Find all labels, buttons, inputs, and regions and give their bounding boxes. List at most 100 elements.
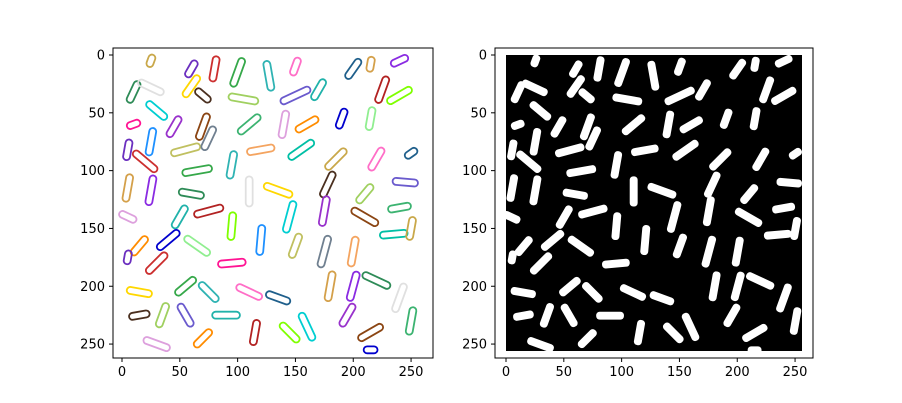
grain-mask-group [530, 54, 541, 68]
grain-mask-group [734, 207, 763, 227]
grain-mask [539, 302, 555, 328]
grain-contour [316, 234, 333, 269]
grain-mask [566, 165, 597, 178]
grain-mask [749, 107, 761, 131]
grain-mask-group [640, 225, 651, 256]
grain-mask-group [723, 303, 741, 328]
grain-contour [319, 170, 337, 199]
grain-contour-group [226, 211, 238, 241]
grain-mask [763, 229, 792, 240]
grain-contour [265, 290, 292, 306]
grain-contour [365, 55, 376, 73]
grain-contour [235, 283, 263, 301]
grain-mask-group [730, 271, 745, 302]
grain-contour [181, 74, 202, 99]
grain-mask [633, 319, 646, 346]
grain-contour [142, 336, 171, 352]
grain-mask [554, 143, 585, 158]
grain-contour-group [357, 322, 384, 343]
grain-mask-group [649, 291, 675, 306]
right-mask-area [506, 55, 802, 351]
grain-contour [246, 143, 276, 156]
grain-mask [772, 202, 796, 214]
grain-mask [672, 233, 688, 259]
grain-mask [729, 58, 747, 80]
grain-contour-group [155, 228, 181, 252]
grain-mask-group [719, 108, 733, 129]
grain-mask-group [514, 236, 533, 257]
grain-mask [510, 286, 536, 299]
grain-mask-group [647, 182, 677, 199]
grain-contour-group [122, 249, 133, 266]
grain-mask-group [673, 57, 686, 76]
grain-contour [118, 210, 138, 224]
grain-contour [361, 271, 392, 290]
grain-mask [740, 184, 759, 205]
left-y-tick-label: 50 [88, 106, 105, 121]
grain-mask [709, 148, 732, 171]
grain-mask [619, 284, 647, 301]
grain-contour-group [277, 109, 291, 139]
grain-contour [244, 175, 254, 208]
grain-contour [145, 53, 157, 68]
right-x-tick-label: 50 [556, 365, 573, 380]
grain-contour-group [248, 319, 261, 346]
grain-mask-group [662, 110, 675, 139]
grain-contour-group [244, 175, 254, 208]
grain-mask [540, 229, 565, 251]
grain-mask-group [506, 174, 519, 202]
grain-contour-group [131, 149, 159, 174]
grain-contour [194, 87, 212, 104]
left-axes: 0 50 100 150 200 250 0 50 100 150 200 250 [80, 47, 434, 380]
right-y-tick-label: 50 [470, 106, 487, 121]
grain-mask-group [507, 139, 518, 161]
grain-mask-group [621, 114, 646, 136]
grain-contour [144, 174, 158, 207]
grain-mask-group [631, 144, 659, 157]
grain-mask [577, 329, 597, 349]
grain-contour [125, 286, 153, 299]
right-y-tick-label: 250 [462, 338, 487, 353]
grain-contour [181, 164, 213, 178]
grain-contour [192, 328, 214, 349]
grain-contour [131, 149, 159, 174]
grain-contour [262, 60, 276, 92]
grain-contour [355, 183, 375, 205]
left-axes-frame [112, 47, 434, 359]
grain-mask [742, 323, 768, 343]
grain-mask-group [672, 233, 688, 259]
grain-mask-group [560, 303, 578, 328]
grain-mask-group [513, 310, 534, 321]
right-x-ticks: 0 50 100 150 200 250 [502, 358, 807, 380]
grain-mask [529, 252, 553, 275]
grain-contour-group [194, 87, 212, 104]
grain-contour-group [405, 216, 417, 241]
grain-contour-group [262, 60, 276, 92]
grain-contour-group [176, 302, 195, 328]
grain-contour-group [144, 251, 169, 275]
grain-contour [317, 195, 331, 227]
grain-contour [197, 281, 220, 303]
grain-mask [774, 54, 793, 68]
grain-contour-group [265, 290, 292, 306]
grain-mask-group [578, 88, 595, 104]
grain-contour-group [246, 143, 276, 156]
right-y-tick-label: 100 [462, 164, 487, 179]
grain-mask-group [629, 176, 638, 207]
grain-mask-group [559, 276, 581, 297]
grain-contour [229, 57, 246, 88]
grain-contour [297, 311, 317, 342]
grain-mask-group [708, 271, 721, 302]
grain-mask [514, 236, 533, 257]
grain-contour-group [165, 115, 183, 139]
grain-mask-group [527, 337, 554, 353]
grain-contour-group [183, 234, 211, 257]
grain-contour [122, 249, 133, 266]
grain-mask-group [614, 58, 630, 88]
grain-mask-group [554, 143, 585, 158]
grain-mask [527, 337, 554, 353]
grain-mask [579, 113, 595, 141]
grain-contour-group [361, 271, 392, 290]
right-axes-frame [494, 47, 814, 359]
grain-contour [278, 321, 301, 344]
